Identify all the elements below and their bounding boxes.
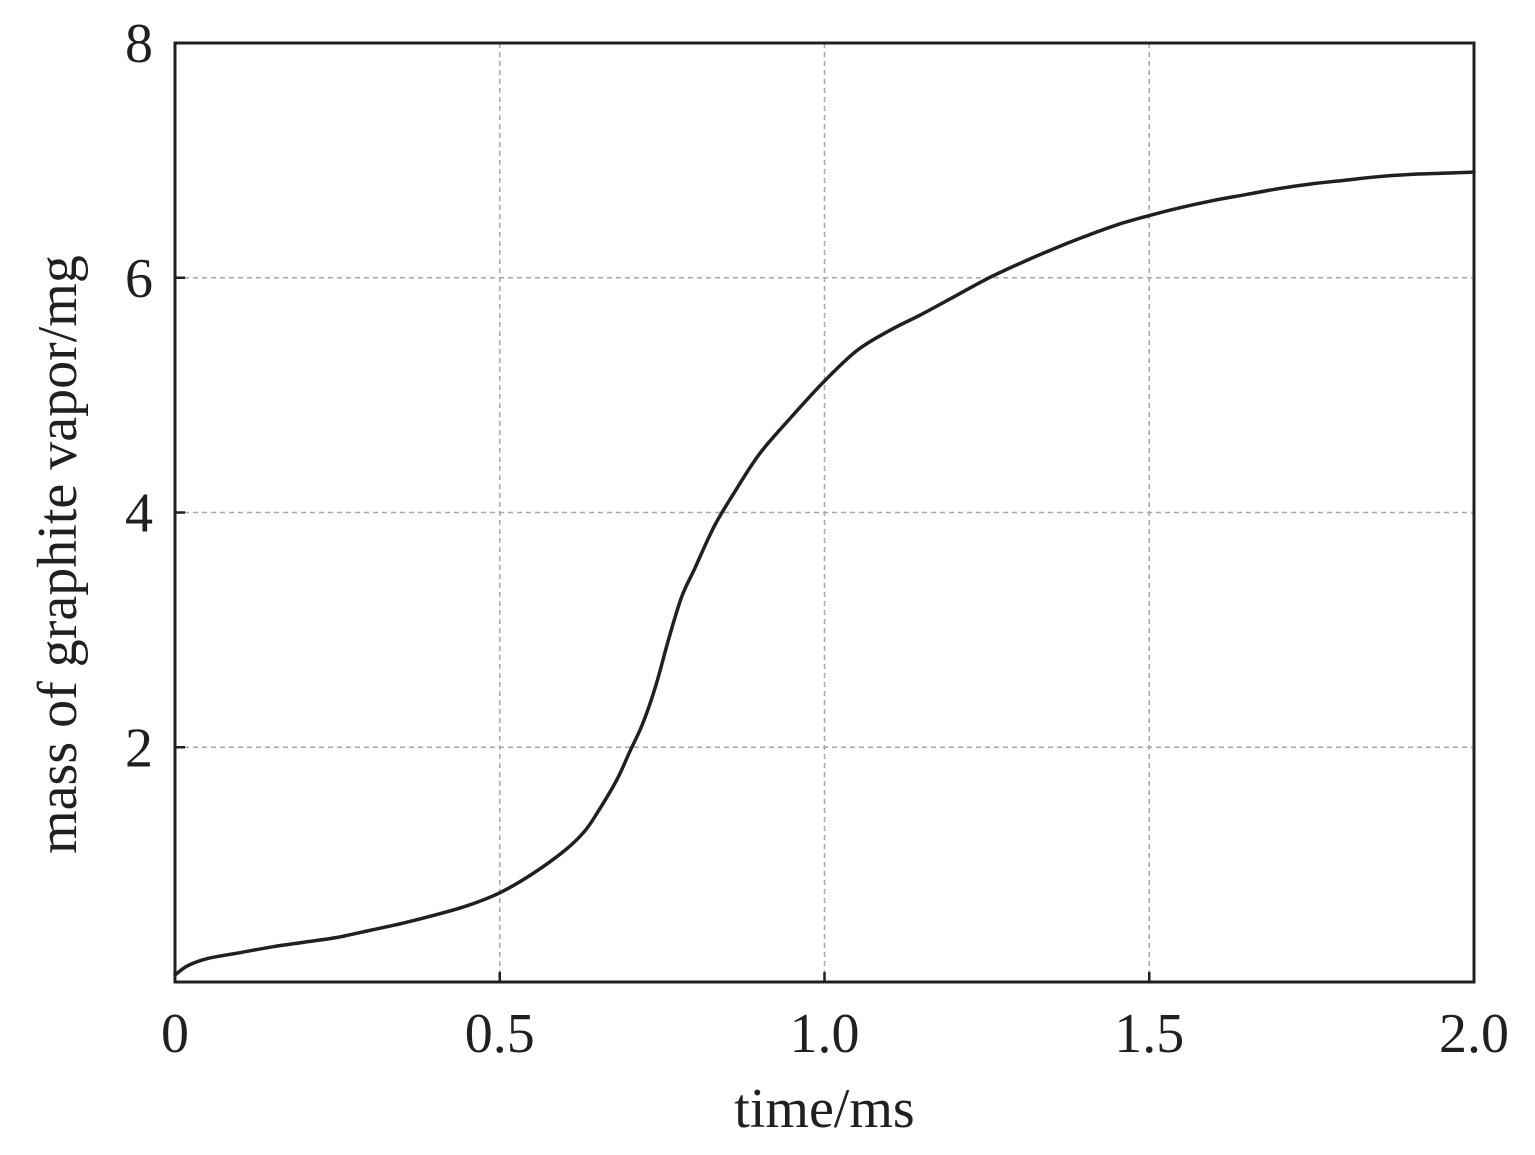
- series-line-0: [173, 170, 1476, 977]
- tick-marks: [175, 276, 1151, 982]
- grid-lines: [175, 43, 1474, 982]
- y-tick-label: 8: [125, 13, 153, 75]
- y-tick-label: 2: [125, 717, 153, 779]
- y-tick-label: 4: [125, 483, 153, 545]
- series-layer: [173, 170, 1476, 977]
- x-tick-label: 1.0: [790, 1003, 860, 1065]
- x-tick-label: 1.5: [1114, 1003, 1184, 1065]
- x-tick-label: 2.0: [1439, 1003, 1509, 1065]
- x-tick-label: 0: [161, 1003, 189, 1065]
- y-axis-title: mass of graphite vapor/mg: [27, 255, 89, 854]
- tick-labels: 0 0.5 1.0 1.5 2.0 2 4 6 8: [125, 13, 1509, 1065]
- x-axis-title: time/ms: [734, 1078, 914, 1140]
- y-tick-label: 6: [125, 248, 153, 310]
- x-tick-label: 0.5: [465, 1003, 535, 1065]
